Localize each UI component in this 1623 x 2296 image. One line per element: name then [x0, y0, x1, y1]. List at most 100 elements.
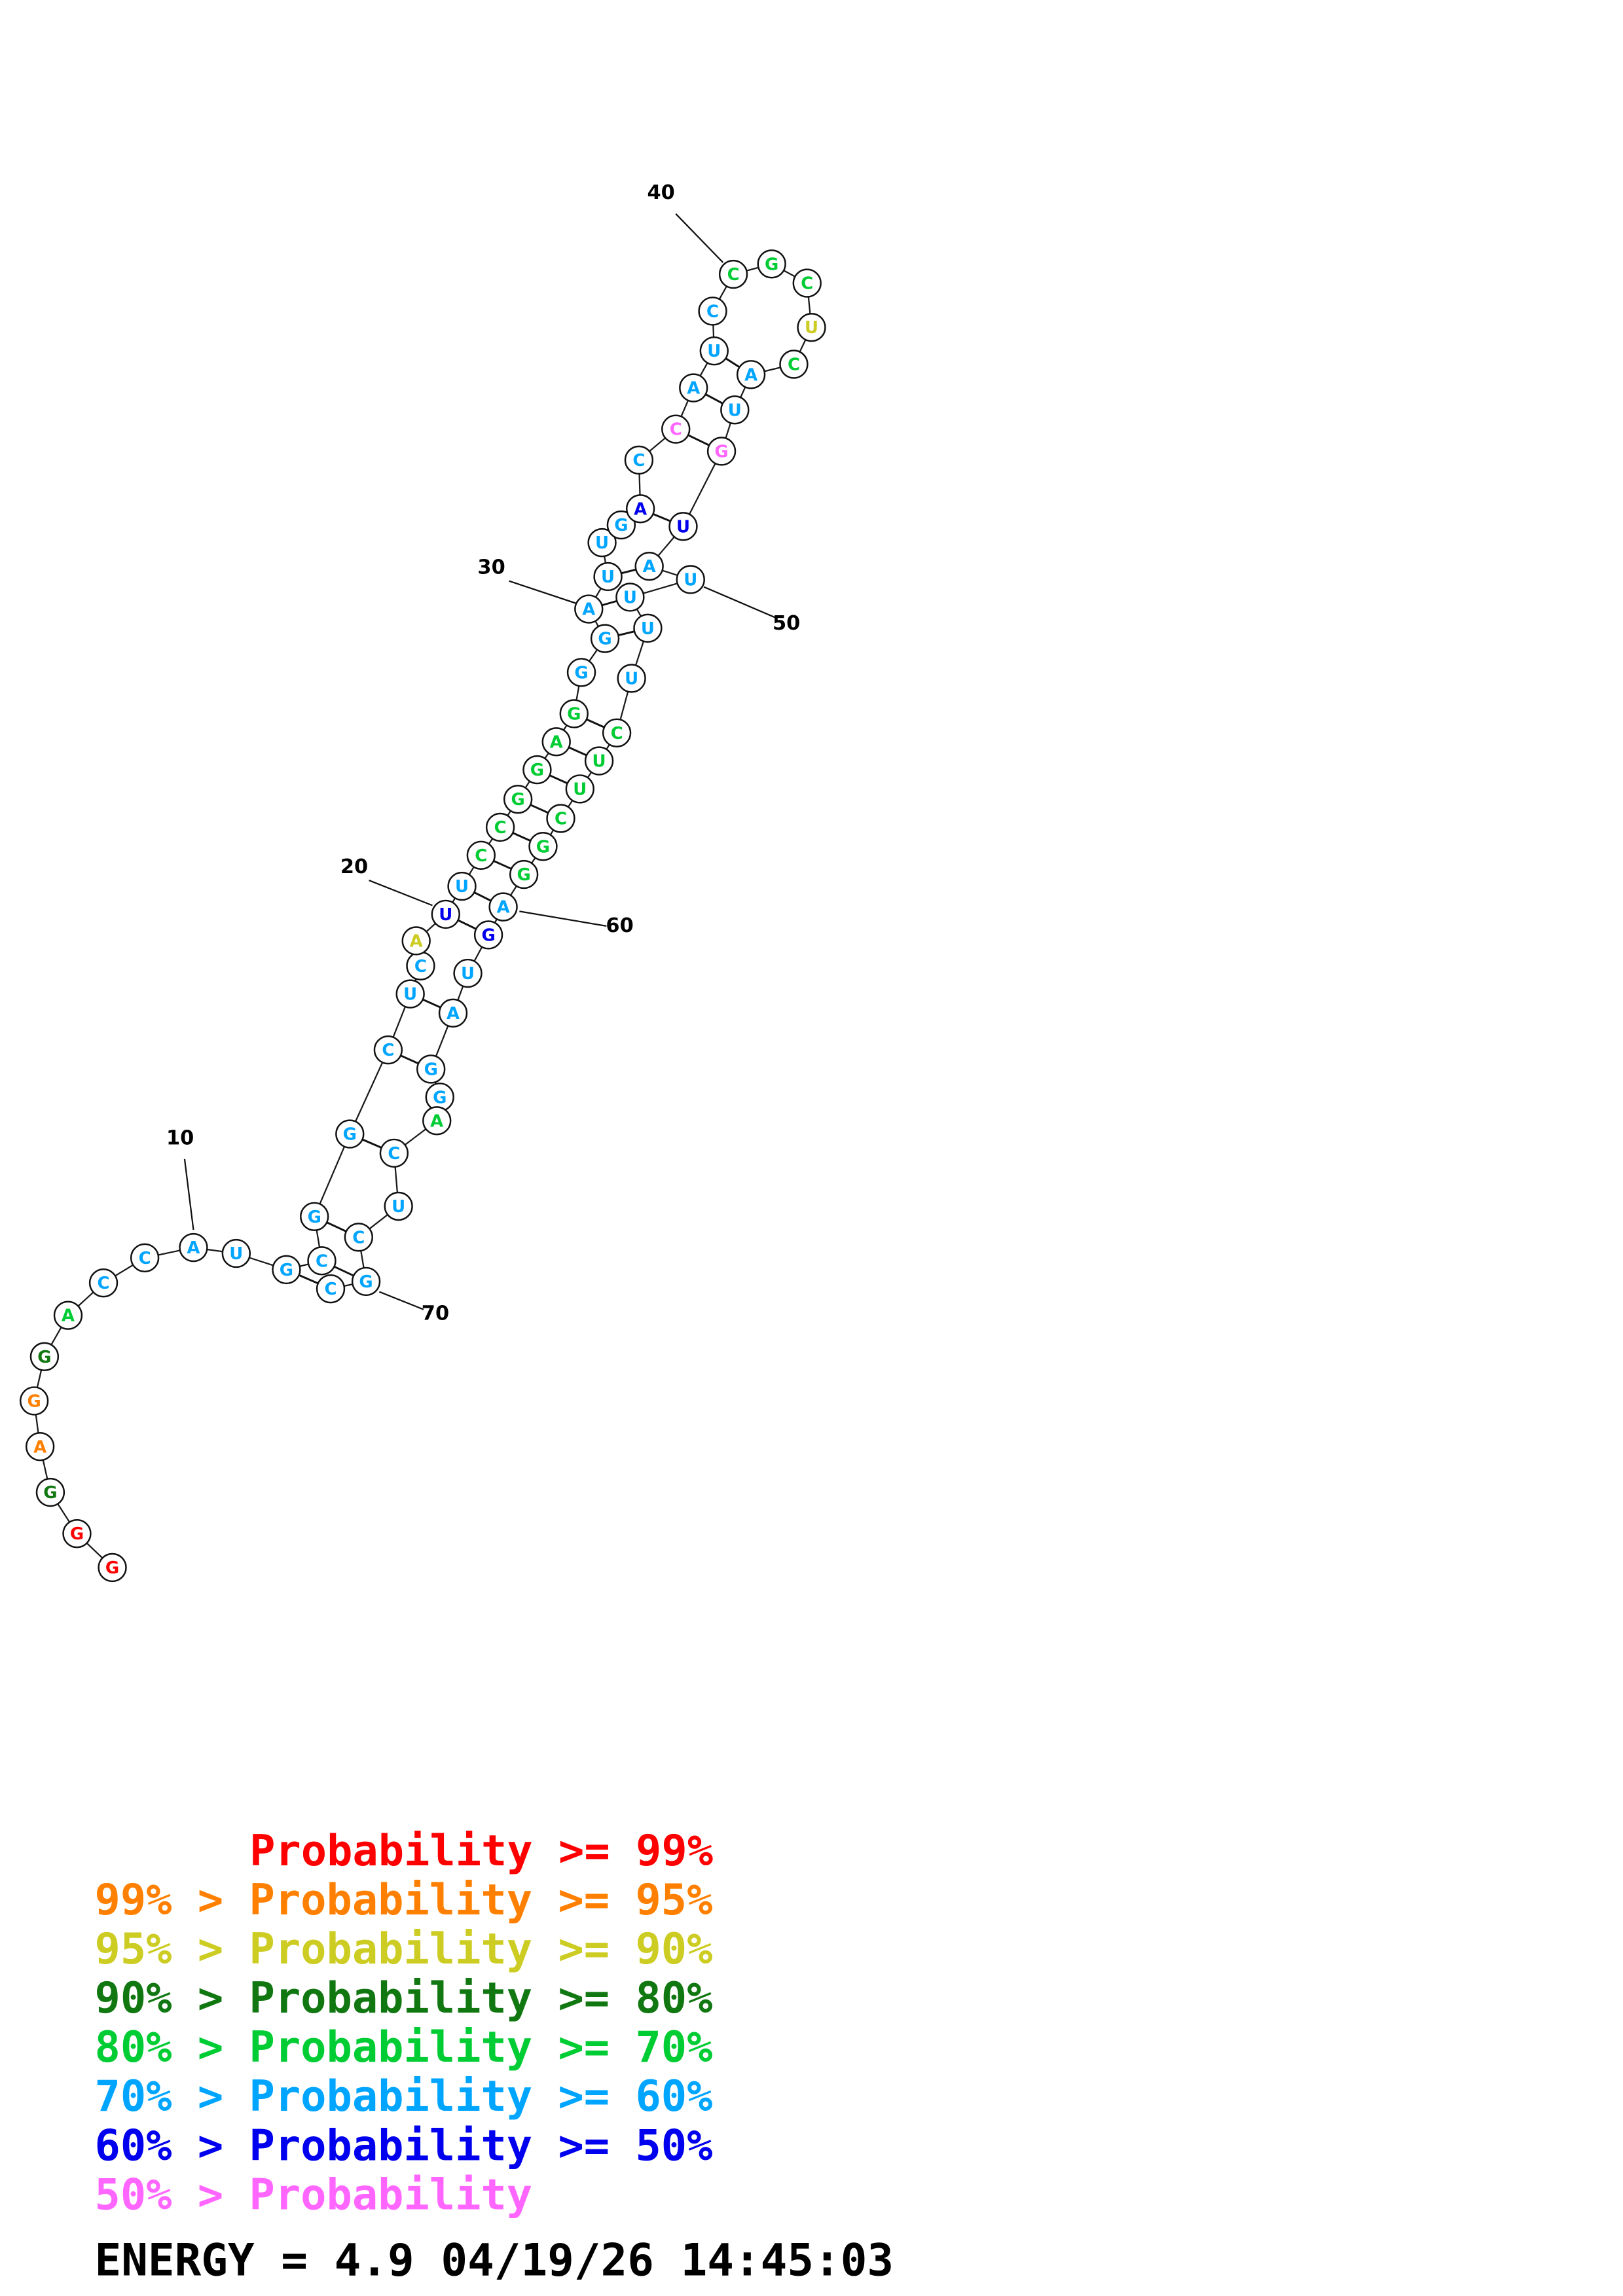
nucleotide-circle [25, 1432, 55, 1462]
nucleotide-base-letter: U [684, 570, 697, 590]
position-label-text: 40 [647, 181, 675, 204]
nucleotide-66: A [422, 1106, 452, 1136]
nucleotide-base-letter: U [439, 905, 452, 925]
nucleotide-68: U [384, 1191, 413, 1221]
nucleotide-circle [272, 1255, 301, 1285]
nucleotide-base-letter: G [37, 1348, 51, 1367]
nucleotide-circle [546, 804, 575, 833]
nucleotide-circle [384, 1191, 413, 1221]
nucleotide-base-letter: C [788, 355, 800, 375]
nucleotide-63: A [438, 998, 468, 1028]
nucleotide-base-letter: G [530, 761, 544, 780]
nucleotide-47: G [706, 437, 737, 466]
nucleotide-69: C [344, 1223, 374, 1252]
nucleotide-33: G [606, 510, 636, 540]
nucleotide-circle [720, 395, 750, 425]
nucleotide-circle [541, 727, 571, 757]
nucleotide-circle [615, 583, 645, 612]
nucleotide-circle [335, 1119, 365, 1149]
nucleotide-base-letter: A [187, 1238, 200, 1258]
nucleotide-base-letter: U [573, 780, 587, 799]
nucleotide-55: U [584, 746, 614, 776]
nucleotide-base-letter: C [475, 846, 487, 866]
nucleotide-base-letter: A [497, 898, 510, 918]
nucleotide-base-letter: U [728, 401, 742, 420]
nucleotide-8: C [88, 1268, 119, 1298]
nucleotide-19: A [401, 926, 431, 956]
nucleotide-7: A [53, 1300, 83, 1330]
position-label-text: 10 [166, 1126, 194, 1149]
nucleotide-circle [453, 958, 483, 988]
nucleotide-3: G [35, 1477, 65, 1507]
nucleotide-circle [698, 296, 727, 326]
nucleotide-base-letter: G [517, 865, 531, 885]
nucleotide-40: C [718, 259, 748, 289]
nucleotide-base-letter: G [433, 1088, 447, 1107]
nucleotide-base-letter: C [139, 1249, 151, 1268]
nucleotide-6: G [29, 1342, 60, 1371]
nucleotide-15: G [335, 1119, 365, 1149]
nucleotide-11: U [221, 1238, 251, 1268]
nucleotide-base-letter: A [687, 379, 700, 399]
nucleotide-54: C [602, 718, 632, 747]
nucleotide-41: G [757, 249, 786, 279]
nucleotide-25: G [522, 755, 552, 785]
nucleotide-base-letter: C [316, 1251, 328, 1271]
nucleotide-circle [416, 1054, 446, 1084]
nucleotide-24: G [503, 784, 533, 814]
nucleotide-base-letter: G [536, 837, 550, 857]
nucleotide-circle [757, 249, 786, 279]
nucleotide-base-letter: U [455, 877, 469, 897]
nucleotide-circle [53, 1300, 83, 1330]
nucleotide-base-letter: U [601, 567, 615, 587]
position-label-leader-line [183, 1158, 194, 1230]
nucleotide-base-letter: U [641, 619, 655, 639]
nucleotide-base-letter: G [574, 663, 588, 683]
nucleotide-base-letter: U [707, 342, 721, 361]
nucleotide-base-letter: G [27, 1391, 41, 1411]
position-label-leader-line [378, 1291, 424, 1310]
nucleotide-circle [379, 1138, 409, 1168]
nucleotide-50: U [676, 565, 705, 594]
nucleotide-base-letter: U [595, 533, 609, 553]
nucleotide-circle [633, 613, 663, 643]
nucleotide-18: C [406, 951, 435, 980]
nucleotide-base-letter: G [567, 704, 581, 724]
nucleotide-base-letter: C [494, 818, 507, 838]
nucleotide-42: C [792, 268, 822, 298]
nucleotide-circle [792, 268, 822, 298]
nucleotide-38: U [699, 336, 729, 366]
nucleotide-base-letter: A [634, 499, 647, 519]
nucleotide-30: A [574, 594, 604, 624]
nucleotide-base-letter: A [643, 557, 656, 577]
legend-line-4: 90% > Probability >= 80% [95, 1973, 713, 2023]
nucleotide-64: G [416, 1054, 446, 1084]
legend: Probability >= 99%99% > Probability >= 9… [95, 1826, 714, 2219]
nucleotide-base-letter: G [343, 1125, 357, 1145]
nucleotide-base-letter: G [308, 1208, 321, 1227]
nucleotide-base-letter: C [727, 265, 740, 285]
position-label-leader-line [703, 586, 776, 619]
nucleotide-65: G [425, 1083, 454, 1112]
nucleotide-22: C [466, 840, 496, 870]
nucleotide-base-letter: U [623, 588, 637, 607]
nucleotide-base-letter: G [481, 925, 495, 945]
nucleotide-circle [584, 746, 614, 776]
backbone-layer [33, 263, 812, 1568]
nucleotide-48: U [668, 512, 698, 541]
nucleotide-43: U [797, 312, 826, 342]
nucleotide-circle [447, 871, 477, 901]
legend-line-1: Probability >= 99% [249, 1826, 713, 1876]
nucleotide-16: C [373, 1035, 403, 1065]
nucleotide-circle [593, 562, 623, 592]
nucleotide-circle [617, 664, 646, 693]
backbone-segment [349, 1049, 389, 1135]
nucleotide-circle [676, 565, 705, 594]
nucleotide-28: G [566, 658, 596, 687]
nucleotide-17: U [395, 979, 425, 1009]
nucleotide-base-letter: G [511, 790, 525, 810]
nucleotide-circle [559, 699, 589, 728]
nucleotide-base-letter: C [414, 957, 427, 977]
nucleotide-base-letter: C [352, 1228, 365, 1247]
nucleotide-56: U [565, 774, 594, 804]
